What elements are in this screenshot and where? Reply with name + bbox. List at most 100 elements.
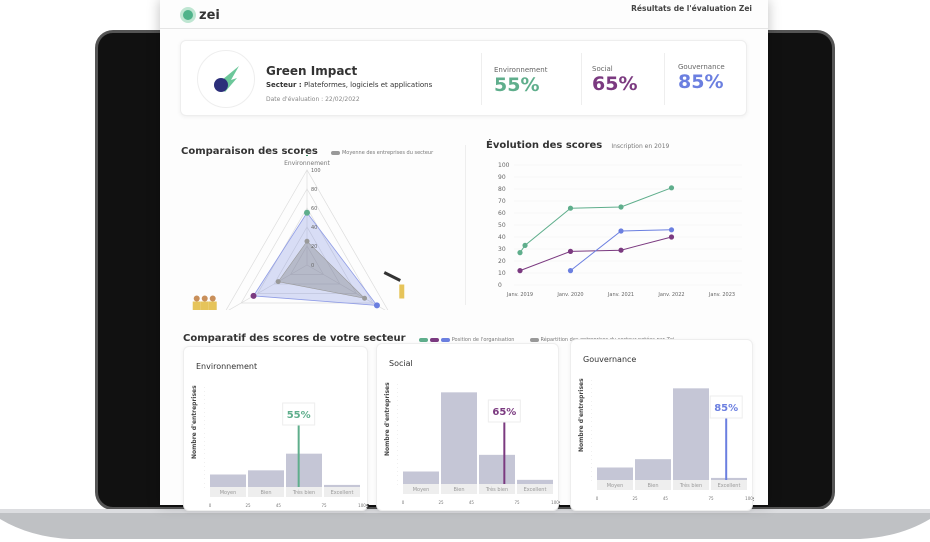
y-tick: -: [397, 421, 398, 424]
y-tick: -: [591, 475, 592, 478]
x-tick-label: 0: [209, 503, 212, 508]
radar-axis-label: Environnement: [284, 160, 330, 167]
y-tick: -: [591, 425, 592, 428]
y-tick-label: 20: [498, 258, 506, 265]
results-page: zei Résultats de l'évaluation Zei Green …: [160, 0, 778, 511]
y-tick: -: [397, 383, 398, 386]
x-tick-label: 25: [632, 496, 638, 501]
company-card: Green Impact Secteur : Plateformes, logi…: [180, 40, 747, 116]
x-tick-label: Janv. 2019: [506, 292, 533, 298]
marker-box: [487, 399, 521, 423]
radar-tick: 60: [311, 206, 317, 212]
score-label: Gouvernance: [678, 63, 725, 71]
y-tick-label: 60: [498, 210, 506, 217]
person-icon: [192, 301, 201, 310]
radar-grid: [240, 188, 374, 304]
divider: [664, 53, 665, 105]
y-tick-label: 50: [498, 222, 506, 229]
y-tick: -: [397, 391, 398, 394]
category-cell: [441, 484, 477, 494]
legend-swatch: [418, 337, 428, 342]
y-tick: -: [204, 440, 205, 443]
person-icon: [209, 295, 216, 302]
y-tick: -: [591, 467, 592, 470]
y-tick: -: [591, 404, 592, 407]
histogram-bar: [517, 479, 553, 484]
y-tick: -: [204, 453, 205, 456]
category-cell: [711, 480, 747, 490]
x-tick-label: 100: [745, 496, 753, 501]
category-cell: [673, 480, 709, 490]
y-tick: -: [397, 404, 398, 407]
radar-title: Comparaison des scores: [181, 146, 318, 157]
y-tick: -: [204, 390, 205, 393]
category-label: Très bien: [679, 482, 702, 489]
y-tick: -: [397, 437, 398, 440]
y-tick: -: [204, 444, 205, 447]
score-social: Social 65%: [592, 65, 637, 95]
x-tick-label: Janv. 2020: [556, 292, 583, 298]
y-tick: -: [204, 419, 205, 422]
histogram-bar: [248, 470, 284, 487]
y-tick: -: [591, 379, 592, 382]
histogram-card-environnement: Environnement Nombre d'entreprises - - - - - - -…: [183, 346, 391, 511]
y-tick: -: [591, 412, 592, 415]
y-tick: -: [397, 483, 398, 486]
y-tick: -: [204, 461, 205, 464]
line-chart-title: Évolution des scores: [486, 140, 603, 151]
y-tick-label: 70: [498, 198, 506, 205]
score-environnement: Environnement 55%: [494, 66, 547, 96]
company-avatar: [197, 50, 255, 108]
y-tick: -: [397, 475, 398, 478]
x-tick-label: 100: [551, 500, 559, 505]
y-tick: -: [591, 400, 592, 403]
radar-header: Comparaison des scores Moyenne des entre…: [181, 139, 433, 158]
x-tick-label: 25: [245, 503, 251, 508]
x-tick-label: 75: [514, 500, 520, 505]
sector-value: Plateformes, logiciels et applications: [303, 81, 433, 89]
y-tick: -: [591, 429, 592, 432]
marker-label: 65%: [492, 407, 516, 418]
y-tick: -: [204, 486, 205, 489]
y-tick: -: [591, 462, 592, 465]
histogram-bar: [479, 454, 515, 484]
series-point: [567, 268, 574, 274]
radar-tick: 0: [311, 263, 314, 269]
x-tick-label: 45: [276, 503, 282, 508]
y-tick: -: [204, 415, 205, 418]
y-tick-label: 100: [498, 162, 510, 169]
category-cell: [635, 480, 671, 490]
company-name: Green Impact: [266, 64, 358, 78]
y-tick: -: [397, 433, 398, 436]
evaluation-date: Date d'évaluation : 22/02/2022: [266, 96, 360, 103]
y-tick: -: [204, 457, 205, 460]
zei-logo[interactable]: zei: [180, 7, 220, 23]
y-tick: -: [204, 386, 205, 389]
divider: [581, 53, 582, 105]
y-axis-label: Nombre d'entreprises: [578, 378, 585, 452]
y-tick: -: [204, 399, 205, 402]
legend-swatch: [529, 337, 539, 342]
y-tick: -: [397, 416, 398, 419]
legend-label: Position de l'organisation: [451, 337, 515, 343]
y-tick: -: [397, 458, 398, 461]
person-icon: [200, 301, 209, 310]
person-icon: [193, 295, 200, 302]
category-label: Moyen: [413, 487, 430, 493]
x-tick-label: 45: [663, 496, 669, 501]
y-tick: -: [591, 458, 592, 461]
histogram-bar: [597, 467, 633, 480]
y-tick: -: [397, 479, 398, 482]
category-cell: [403, 484, 439, 494]
x-tick-label: 0: [402, 500, 405, 505]
radar-tick: 20: [311, 244, 317, 250]
category-label: Très bien: [485, 486, 508, 493]
y-tick: -: [591, 421, 592, 424]
y-tick: -: [204, 424, 205, 427]
y-tick: -: [204, 474, 205, 477]
sector-average-area: [277, 240, 366, 299]
category-cell: [324, 487, 360, 497]
histogram-bar: [324, 484, 360, 487]
series-point: [618, 204, 624, 210]
